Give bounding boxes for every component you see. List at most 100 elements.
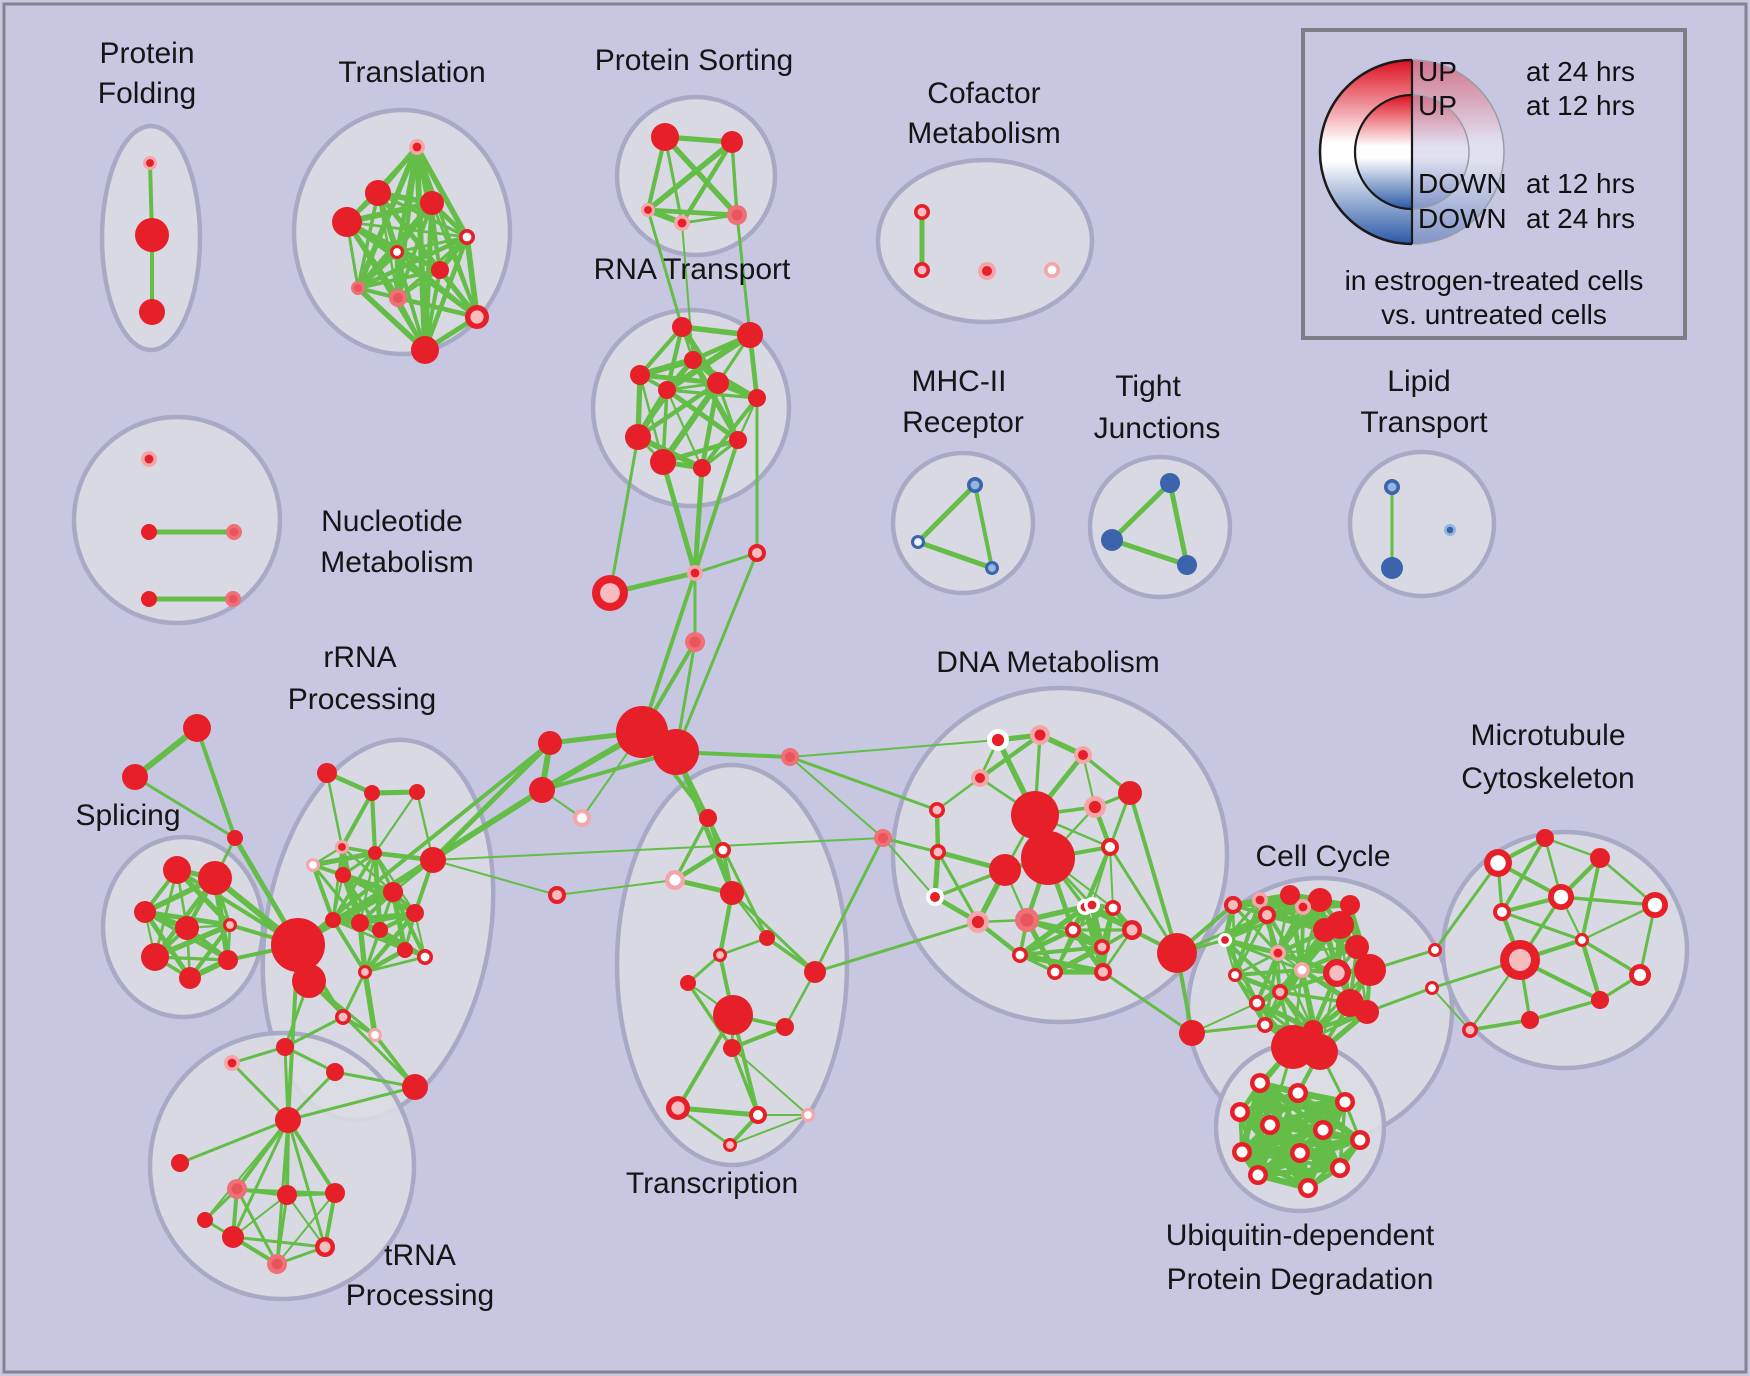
legend-time-label: at 12 hrs — [1526, 90, 1635, 121]
gene-node-core — [1088, 800, 1102, 814]
edge-link — [307, 979, 417, 1089]
edge-mhc — [915, 482, 978, 545]
gene-node-s — [317, 763, 337, 783]
gene-node-b — [1177, 555, 1197, 575]
edge-link — [283, 1015, 345, 1049]
gene-node-s — [989, 854, 1021, 886]
gene-node-core — [1273, 948, 1283, 958]
cluster-label-tj: Tight — [1115, 370, 1181, 403]
edge-link — [660, 459, 698, 576]
gene-node-core — [731, 209, 743, 221]
gene-node-s — [1536, 829, 1554, 847]
gene-node-s — [723, 1039, 741, 1057]
edge-rr — [310, 862, 336, 923]
edge-rt — [660, 437, 741, 465]
edge-tx — [730, 891, 817, 974]
gene-node-s — [737, 322, 763, 348]
gene-node-s — [1326, 911, 1354, 939]
cluster-ellipse-ps — [614, 94, 778, 258]
gene-node-core — [393, 248, 401, 256]
edge-tl — [395, 235, 469, 254]
legend-note: in estrogen-treated cells — [1345, 265, 1644, 296]
gene-node-core — [1275, 987, 1285, 997]
gene-node-s — [680, 975, 696, 991]
edge-tn — [286, 1118, 327, 1249]
gene-node-core — [1098, 967, 1108, 977]
gene-node-s — [625, 424, 651, 450]
gene-node-s — [1340, 895, 1360, 915]
edge-link — [286, 1085, 417, 1122]
edge-br — [133, 775, 237, 840]
cluster-label-dna: DNA Metabolism — [936, 646, 1159, 679]
gene-node-core — [1262, 910, 1272, 920]
gene-node-core — [1497, 907, 1507, 917]
gene-node-s — [431, 261, 449, 279]
edge-cc — [1232, 972, 1283, 995]
cluster-ellipse-mt — [1440, 829, 1690, 1071]
gene-node-s — [653, 729, 699, 775]
edge-dna — [1109, 846, 1114, 909]
gene-node-core — [1047, 265, 1057, 275]
gene-node-core — [462, 232, 472, 242]
gene-node-s — [672, 317, 692, 337]
edge-tn — [286, 1194, 326, 1248]
edge-link — [556, 879, 676, 896]
cluster-label-lp: Transport — [1360, 406, 1488, 439]
edge-rr — [357, 910, 418, 926]
edge-rr — [362, 969, 378, 1038]
gene-node-core — [917, 207, 927, 217]
gene-node-core — [1020, 913, 1034, 927]
cluster-label-ub: Protein Degradation — [1167, 1263, 1434, 1296]
gene-node-s — [684, 351, 702, 369]
edge-rr — [341, 970, 367, 1019]
gene-node-core — [577, 813, 587, 823]
cluster-label-mhc: MHC-II — [912, 365, 1007, 398]
gene-node-s — [364, 785, 380, 801]
gene-node-core — [1329, 965, 1345, 981]
gene-node-s — [804, 961, 826, 983]
gene-node-s — [326, 1063, 344, 1081]
gene-node-core — [1647, 897, 1663, 913]
edge-mt — [1580, 856, 1602, 942]
gene-node-core — [1087, 900, 1097, 910]
edge-tl — [355, 285, 428, 353]
gene-node-core — [1339, 1096, 1351, 1108]
gene-node-core — [354, 284, 362, 292]
edge-tx — [729, 1114, 809, 1146]
edge-tl — [396, 201, 434, 300]
edge-rr — [373, 790, 419, 855]
edge-link — [735, 213, 752, 337]
gene-node-b — [1160, 473, 1180, 493]
edge-link — [432, 859, 558, 896]
gene-node-core — [878, 833, 888, 843]
edge-tj — [1167, 480, 1190, 568]
gene-node-s — [1157, 933, 1197, 973]
edge-dna — [936, 850, 980, 924]
gene-node-core — [726, 1141, 734, 1149]
edge-tn — [286, 1118, 337, 1195]
gene-node-s — [776, 1018, 794, 1036]
gene-node-s — [1021, 831, 1075, 885]
cluster-label-cf: Metabolism — [907, 117, 1060, 150]
gene-node-s — [409, 784, 425, 800]
cluster-label-pf: Folding — [98, 77, 196, 110]
gene-node-core — [227, 1058, 237, 1068]
edge-sp — [187, 922, 233, 981]
gene-node-core — [1236, 1146, 1248, 1158]
gene-node-core — [933, 847, 943, 857]
gene-node-core — [1078, 750, 1088, 760]
gene-node-s — [372, 922, 388, 938]
cluster-label-ps: Protein Sorting — [595, 44, 793, 77]
gene-node-s — [332, 207, 362, 237]
edge-cc — [1275, 904, 1306, 956]
gene-node-s — [720, 881, 744, 905]
gene-node-core — [1317, 1124, 1329, 1136]
gene-node-s — [271, 918, 325, 972]
gene-node-s — [222, 1226, 244, 1248]
edge-cc — [1223, 938, 1282, 994]
gene-node-core — [1553, 889, 1569, 905]
edge-br — [540, 750, 678, 792]
edge-link — [788, 755, 939, 812]
edge-dna — [977, 732, 1043, 781]
